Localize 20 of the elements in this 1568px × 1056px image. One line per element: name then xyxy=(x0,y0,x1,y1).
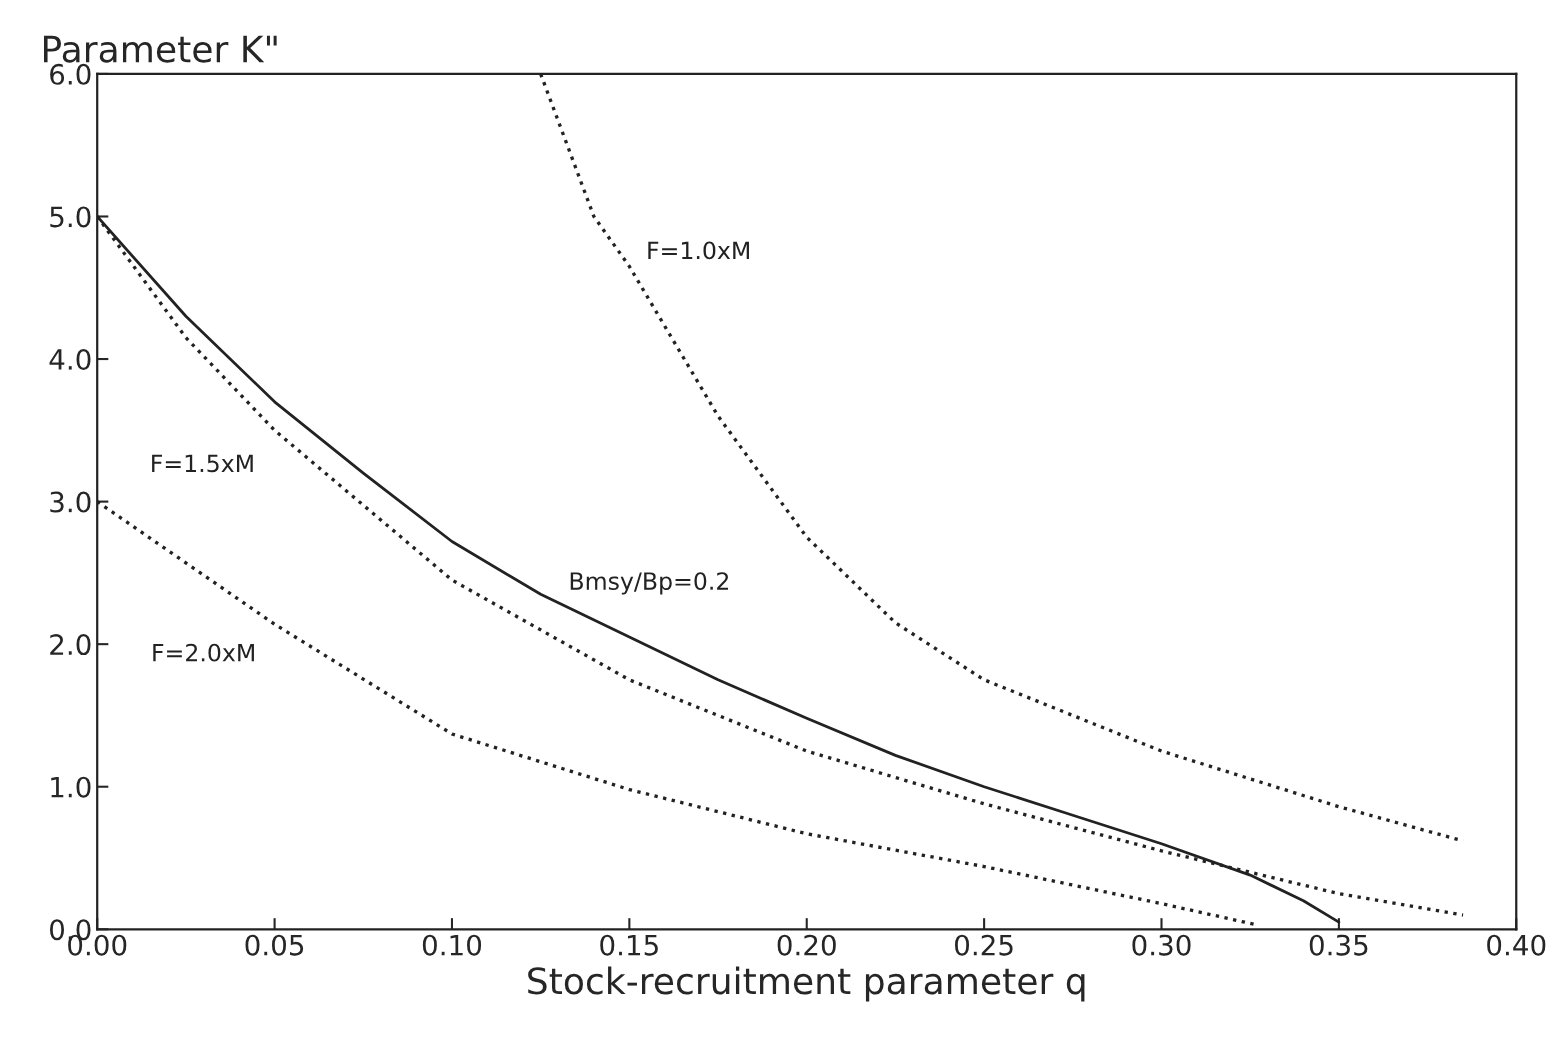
x-tick-label: 0.15 xyxy=(600,934,658,956)
y-tick-label: 2.0 xyxy=(50,634,91,656)
series-label: F=2.0xM xyxy=(153,643,254,662)
y-tick-label: 5.0 xyxy=(50,206,91,228)
x-axis-title: Stock-recruitment parameter q xyxy=(528,966,1085,1002)
series-label: F=1.5xM xyxy=(152,454,253,473)
series-label: F=1.0xM xyxy=(648,241,749,260)
x-tick-label: 0.25 xyxy=(955,934,1013,956)
x-tick-label: 0.30 xyxy=(1132,934,1191,956)
x-tick-label: 0.10 xyxy=(422,934,482,956)
y-tick-label: 1.0 xyxy=(51,776,91,798)
y-axis-title: Parameter K" xyxy=(44,35,277,63)
x-tick-label: 0.35 xyxy=(1309,934,1368,956)
y-tick-label: 3.0 xyxy=(50,491,91,513)
x-tick-label: 0.20 xyxy=(777,934,836,956)
y-tick-label: 6.0 xyxy=(50,63,91,85)
x-tick-label: 0.40 xyxy=(1487,934,1546,956)
y-tick-label: 4.0 xyxy=(49,348,91,370)
series-label: Bmsy/Bp=0.2 xyxy=(570,572,729,595)
x-tick-label: 0.05 xyxy=(245,934,304,956)
